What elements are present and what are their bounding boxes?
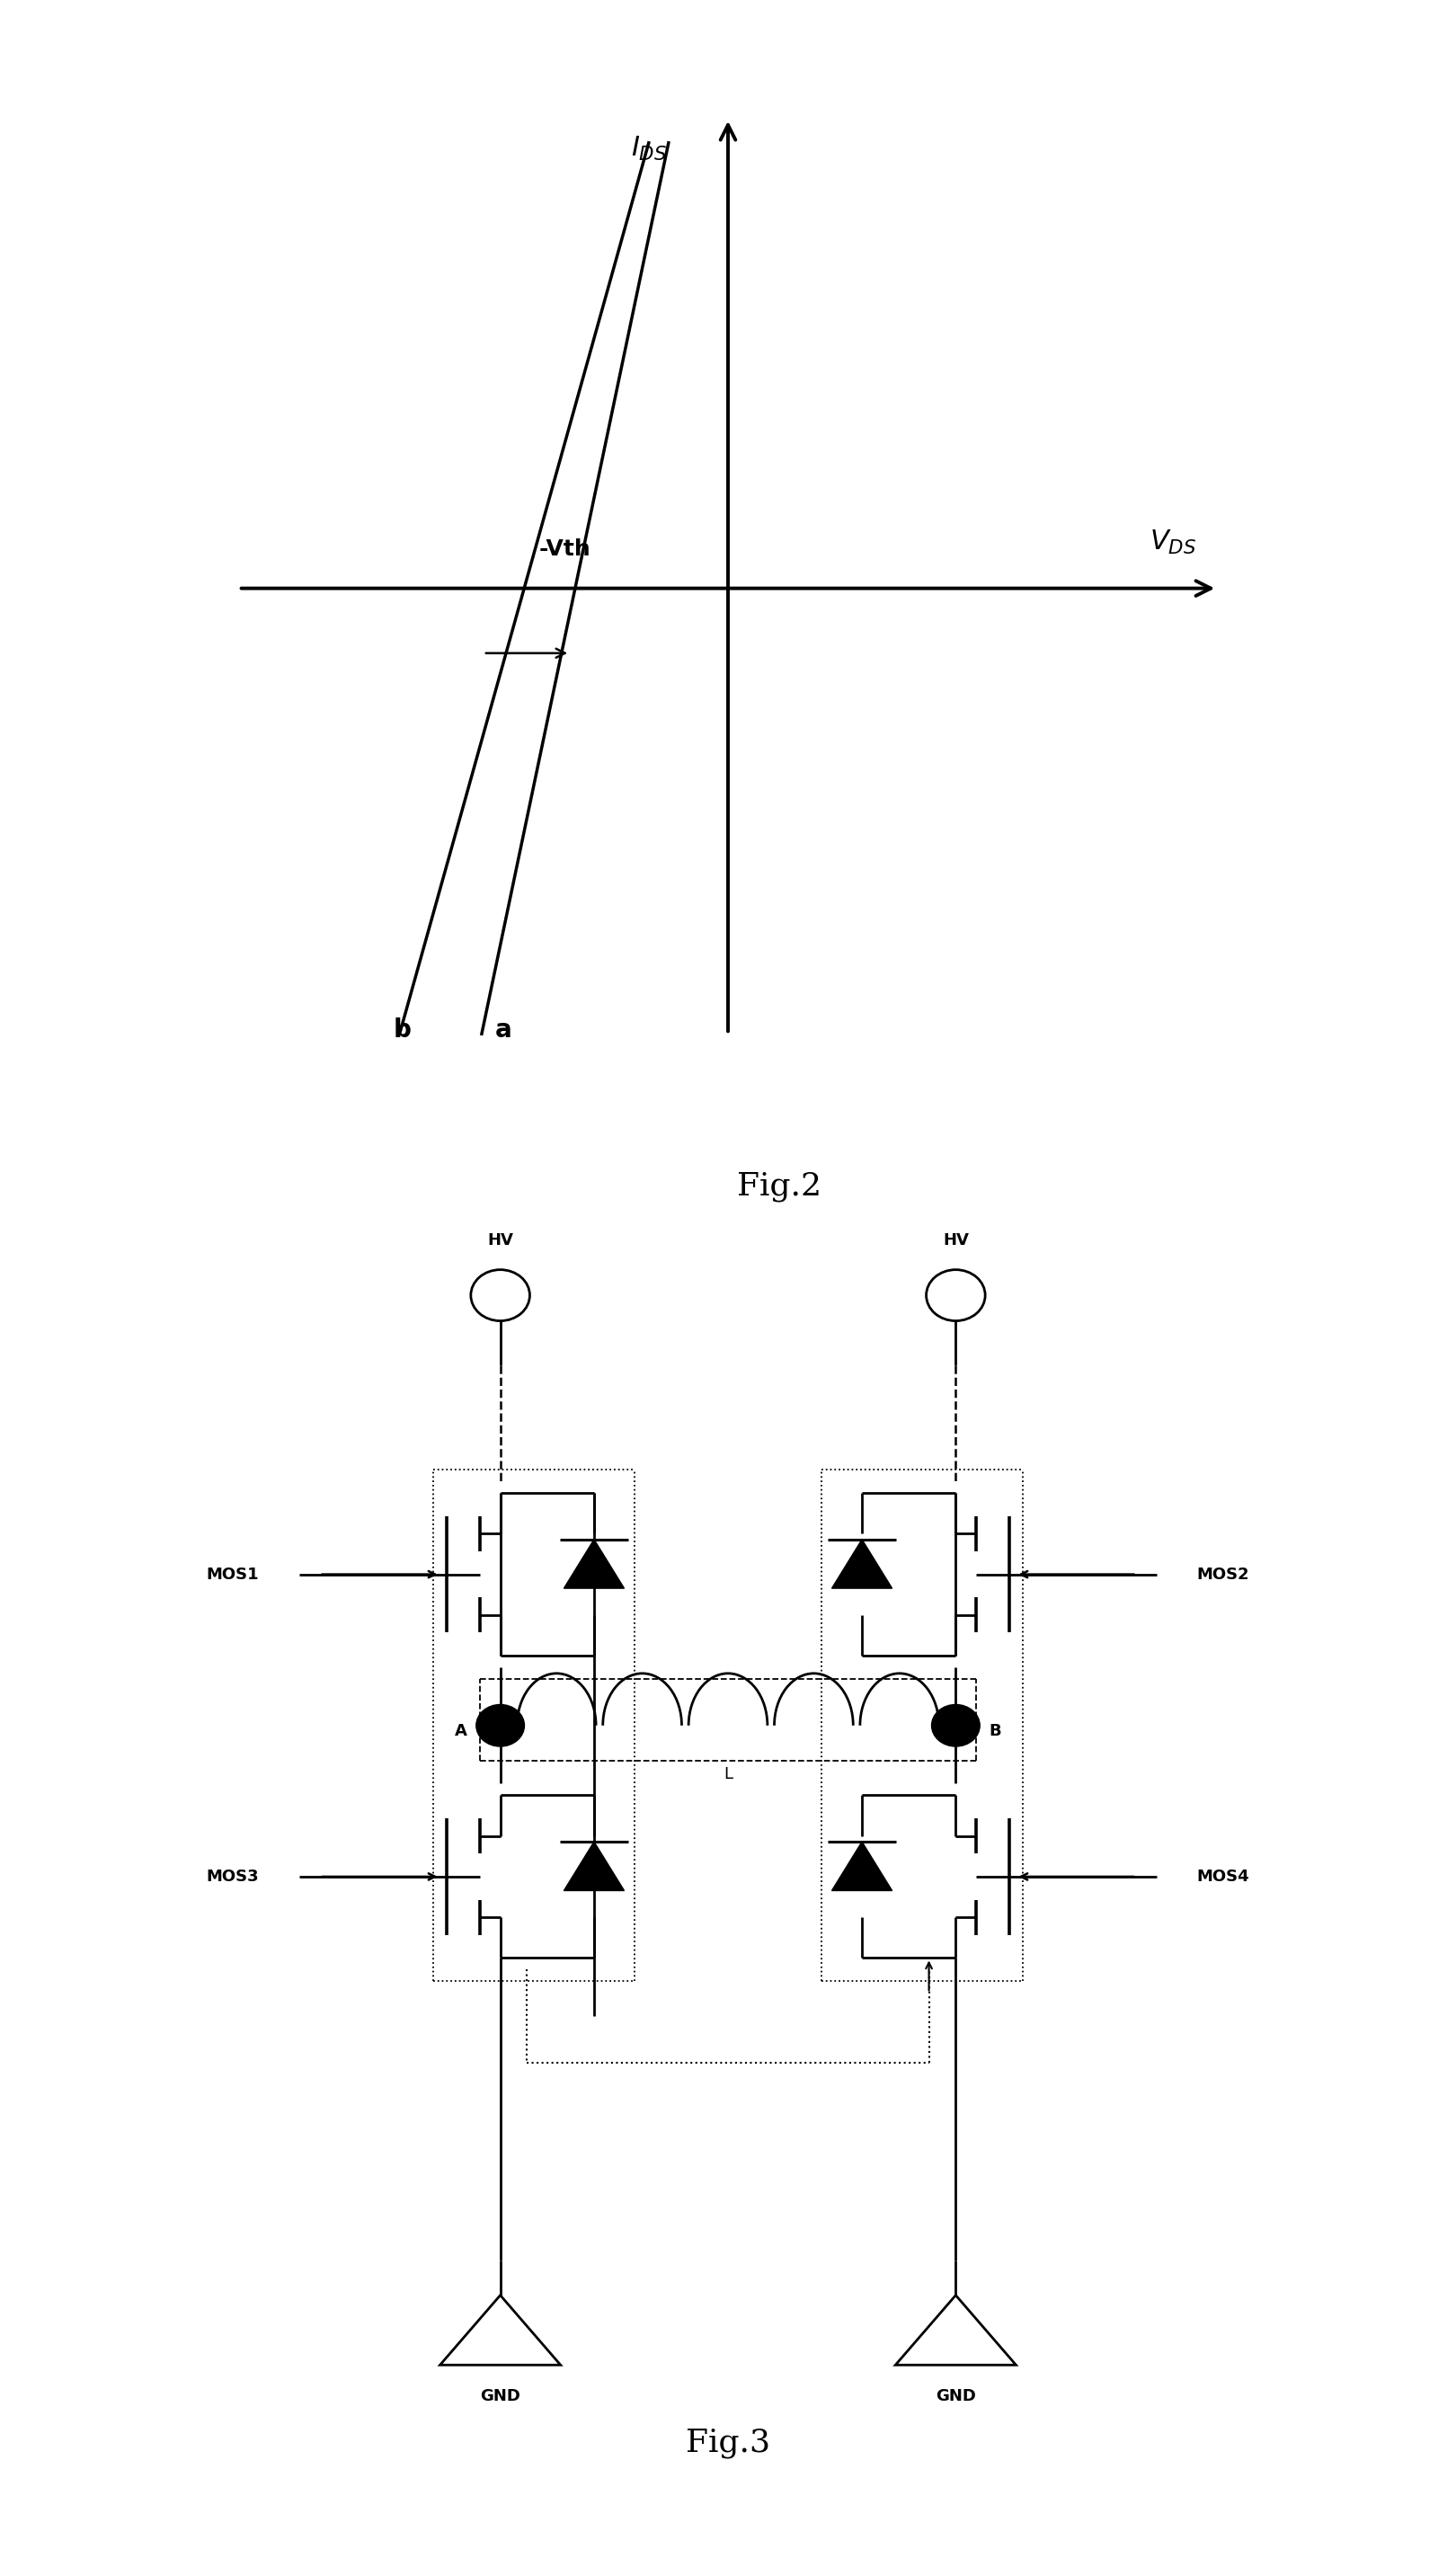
Text: MOS3: MOS3 (207, 1867, 259, 1885)
Polygon shape (563, 1540, 625, 1589)
Text: MOS4: MOS4 (1197, 1867, 1249, 1885)
Circle shape (932, 1704, 980, 1747)
Text: b: b (393, 1018, 411, 1044)
Text: GND: GND (480, 2389, 520, 2405)
Text: $V_{DS}$: $V_{DS}$ (1150, 527, 1197, 555)
Text: B: B (989, 1724, 1002, 1739)
Text: a: a (495, 1018, 513, 1044)
Text: $I_{DS}$: $I_{DS}$ (630, 136, 667, 164)
Text: A: A (454, 1724, 467, 1739)
Text: MOS1: MOS1 (207, 1565, 259, 1583)
Text: MOS2: MOS2 (1197, 1565, 1249, 1583)
Text: Fig.2: Fig.2 (737, 1172, 821, 1202)
Text: GND: GND (936, 2389, 976, 2405)
Polygon shape (563, 1842, 625, 1890)
Text: L: L (724, 1765, 732, 1783)
Polygon shape (831, 1842, 893, 1890)
Polygon shape (831, 1540, 893, 1589)
Text: -Vth: -Vth (539, 537, 591, 560)
Text: HV: HV (942, 1233, 968, 1248)
Text: HV: HV (488, 1233, 514, 1248)
Circle shape (476, 1704, 524, 1747)
Text: Fig.3: Fig.3 (686, 2428, 770, 2458)
